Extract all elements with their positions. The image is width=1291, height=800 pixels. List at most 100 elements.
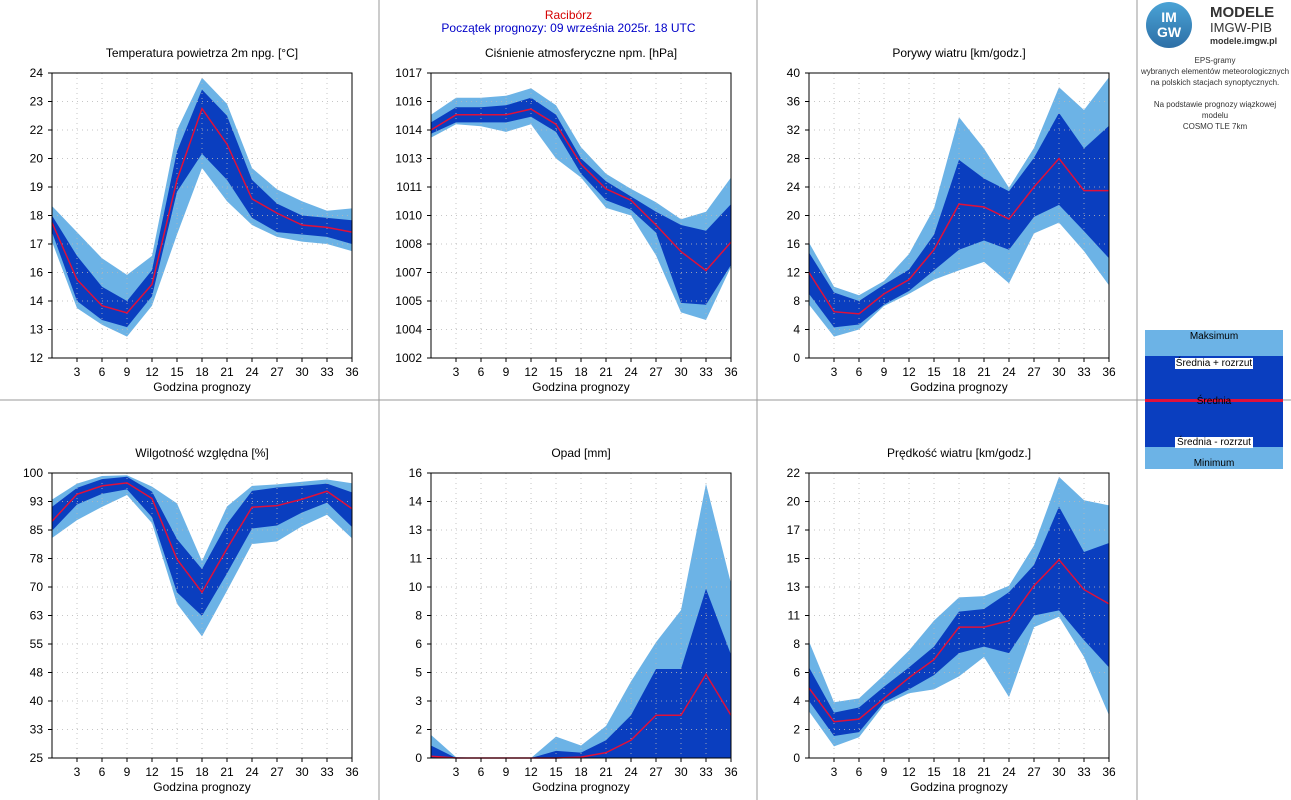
- y-tick-label: 70: [30, 580, 44, 594]
- station-name: Racibórz: [544, 8, 593, 22]
- x-tick-label: 9: [503, 365, 510, 379]
- legend-label-mean-minus: Średnia - rozrzut: [1175, 437, 1253, 448]
- x-tick-label: 18: [195, 365, 209, 379]
- y-tick-label: 1010: [395, 209, 422, 223]
- x-tick-label: 6: [856, 365, 863, 379]
- band-spread: [52, 476, 352, 616]
- chart-4: Wilgotność względna [%]25334048556370788…: [23, 446, 359, 794]
- y-tick-label: 1013: [395, 152, 422, 166]
- legend-band-min: [1145, 447, 1283, 469]
- x-tick-label: 27: [270, 365, 284, 379]
- x-tick-label: 12: [524, 365, 538, 379]
- y-tick-label: 12: [787, 266, 801, 280]
- x-tick-label: 12: [902, 765, 916, 779]
- imgw-logo[interactable]: IM GW MODELE IMGW-PIB modele.imgw.pl: [1146, 2, 1286, 50]
- y-tick-label: 8: [793, 294, 800, 308]
- y-tick-label: 17: [787, 523, 801, 537]
- x-tick-label: 21: [977, 365, 991, 379]
- chart-3: Porywy wiatru [km/godz.] 0 4 8 12 16 20 24 28 32 3…: [787, 46, 1116, 394]
- x-tick-label: 33: [1077, 365, 1091, 379]
- mean-line: [430, 108, 732, 272]
- legend-label-max: Maksimum: [1189, 331, 1239, 342]
- chart-6: Prędkość wiatru [km/godz.]02468111315172…: [787, 446, 1116, 794]
- x-tick-label: 3: [74, 365, 81, 379]
- mean-line: [808, 558, 1110, 723]
- logo-url: modele.imgw.pl: [1210, 36, 1278, 46]
- forecast-start: Początek prognozy: 09 września 2025r. 18…: [441, 21, 696, 35]
- band-spread: [52, 89, 352, 328]
- x-axis-label: Godzina prognozy: [910, 380, 1007, 394]
- x-tick-label: 30: [295, 765, 309, 779]
- x-tick-label: 12: [145, 765, 159, 779]
- x-tick-label: 36: [345, 365, 359, 379]
- y-tick-label: 11: [788, 609, 801, 623]
- y-tick-label: 0: [793, 751, 800, 765]
- info-line4: Na podstawie prognozy wiązkowej modelu: [1153, 100, 1277, 120]
- y-tick-label: 36: [787, 95, 801, 109]
- info-line5: COSMO TLE 7km: [1182, 122, 1248, 131]
- y-tick-label: 16: [30, 266, 44, 280]
- x-tick-label: 15: [927, 765, 941, 779]
- x-axis-label: Godzina prognozy: [532, 380, 629, 394]
- x-tick-label: 27: [270, 765, 284, 779]
- x-tick-label: 21: [599, 365, 613, 379]
- mean-line: [51, 482, 353, 594]
- x-tick-label: 18: [952, 765, 966, 779]
- y-tick-label: 8: [793, 637, 800, 651]
- chart-title: Temperatura powietrza 2m npg. [°C]: [106, 46, 298, 60]
- x-tick-label: 6: [99, 765, 106, 779]
- x-tick-label: 30: [674, 365, 688, 379]
- band-spread: [431, 97, 731, 305]
- y-tick-label: 0: [793, 351, 800, 365]
- x-tick-label: 6: [856, 765, 863, 779]
- x-tick-label: 21: [220, 365, 234, 379]
- x-tick-label: 27: [649, 765, 663, 779]
- y-tick-label: 13: [409, 523, 423, 537]
- logo-subtitle: IMGW-PIB: [1210, 20, 1272, 35]
- y-tick-label: 1004: [395, 323, 422, 337]
- x-tick-label: 36: [345, 765, 359, 779]
- y-tick-label: 22: [787, 466, 801, 480]
- x-axis-label: Godzina prognozy: [532, 780, 629, 794]
- y-tick-label: 33: [30, 723, 44, 737]
- x-tick-label: 24: [1002, 365, 1016, 379]
- y-tick-label: 2: [415, 723, 422, 737]
- y-tick-label: 13: [787, 580, 801, 594]
- x-tick-label: 36: [724, 365, 738, 379]
- y-tick-label: 24: [787, 180, 801, 194]
- y-tick-label: 0: [415, 751, 422, 765]
- chart-title: Opad [mm]: [551, 446, 610, 460]
- x-tick-label: 15: [549, 765, 563, 779]
- y-tick-label: 18: [30, 209, 44, 223]
- y-tick-label: 20: [787, 209, 801, 223]
- y-tick-label: 23: [30, 95, 44, 109]
- y-tick-label: 100: [23, 466, 43, 480]
- x-tick-label: 27: [1027, 765, 1041, 779]
- x-tick-label: 27: [1027, 365, 1041, 379]
- y-tick-label: 12: [30, 351, 44, 365]
- x-tick-label: 24: [624, 365, 638, 379]
- y-tick-label: 17: [30, 237, 44, 251]
- y-tick-label: 1017: [395, 66, 422, 80]
- legend-label-mean: Średnia: [1196, 396, 1232, 407]
- y-tick-label: 6: [415, 637, 422, 651]
- y-tick-label: 40: [30, 694, 44, 708]
- x-tick-label: 30: [1052, 365, 1066, 379]
- x-tick-label: 6: [99, 365, 106, 379]
- y-tick-label: 16: [409, 466, 423, 480]
- chart-title: Wilgotność względna [%]: [135, 446, 268, 460]
- y-tick-label: 85: [30, 523, 44, 537]
- x-axis-label: Godzina prognozy: [153, 380, 250, 394]
- charts-layer: Temperatura powietrza 2m npg. [°C] 12 13 14…: [23, 46, 1116, 794]
- x-tick-label: 27: [649, 365, 663, 379]
- y-tick-label: 40: [787, 66, 801, 80]
- x-tick-label: 33: [699, 365, 713, 379]
- x-tick-label: 30: [1052, 765, 1066, 779]
- y-tick-label: 15: [787, 552, 801, 566]
- x-tick-label: 6: [478, 765, 485, 779]
- x-tick-label: 33: [320, 365, 334, 379]
- y-tick-label: 93: [30, 495, 44, 509]
- chart-1: Temperatura powietrza 2m npg. [°C] 12 13 14…: [30, 46, 359, 394]
- y-tick-label: 55: [30, 637, 44, 651]
